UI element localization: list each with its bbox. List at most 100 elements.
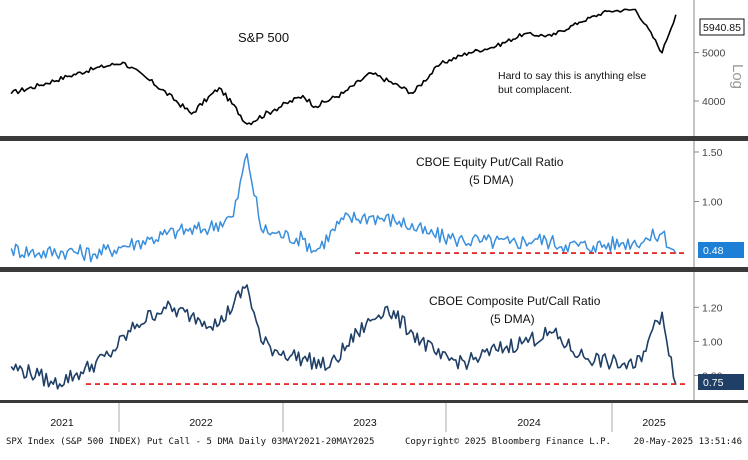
equity-data-point	[342, 218, 345, 221]
x-tick-label: 2025	[642, 417, 666, 429]
composite-data-point	[302, 357, 304, 360]
spx-data-point	[10, 92, 13, 94]
equity-y-tick-label: 1.00	[702, 197, 723, 209]
composite-data-point	[136, 323, 138, 326]
spx-title: S&P 500	[238, 30, 289, 45]
spx-data-point	[122, 61, 124, 64]
composite-series-line	[10, 284, 677, 390]
equity-data-point	[661, 232, 663, 235]
composite-data-point	[38, 374, 40, 377]
divider-bottom	[0, 400, 748, 403]
spx-data-point	[661, 51, 663, 54]
equity-data-point	[481, 240, 483, 242]
equity-data-point	[647, 238, 649, 240]
composite-y-tick-label: 1.20	[702, 302, 723, 314]
spx-y-tick-label: 4000	[702, 96, 726, 108]
divider-middle	[0, 267, 748, 272]
x-tick-label: 2021	[50, 417, 74, 429]
equity-title-line1: CBOE Equity Put/Call Ratio	[416, 155, 564, 169]
composite-title-line2: (5 DMA)	[490, 312, 535, 326]
equity-data-point	[370, 215, 372, 218]
spx-data-point	[302, 94, 304, 97]
spx-data-point	[38, 84, 40, 87]
composite-data-point	[606, 361, 608, 363]
composite-data-point	[218, 323, 220, 326]
divider-top	[0, 136, 748, 141]
equity-data-point	[426, 232, 428, 235]
spx-data-point	[634, 8, 637, 11]
composite-data-point	[523, 340, 525, 343]
x-axis: 2021 2022 2023 2024 2025	[50, 403, 666, 432]
equity-data-point	[246, 153, 248, 155]
spx-data-point	[148, 79, 151, 82]
spx-data-point	[246, 123, 248, 125]
spx-last-value-badge	[699, 18, 745, 36]
equity-data-point	[620, 242, 622, 244]
equity-data-point	[38, 252, 40, 254]
equity-data-point	[509, 242, 511, 244]
spx-data-point	[468, 51, 470, 54]
composite-data-point	[246, 284, 248, 286]
spx-y-tick-label: 5000	[702, 48, 726, 60]
footer-source: SPX Index (S&P 500 INDEX) Put Call - 5 D…	[6, 437, 374, 447]
equity-data-point	[454, 238, 456, 240]
composite-data-point	[578, 354, 581, 356]
spx-data-point	[218, 87, 220, 89]
equity-data-point	[314, 250, 317, 252]
spx-data-point	[578, 21, 581, 24]
composite-last-value-badge	[698, 374, 744, 390]
composite-data-point	[439, 357, 442, 360]
equity-data-point	[10, 248, 13, 250]
composite-data-point	[647, 340, 649, 343]
composite-data-point	[163, 306, 165, 309]
spx-data-point	[370, 72, 372, 74]
x-tick-label: 2022	[189, 417, 213, 429]
composite-data-point	[495, 349, 497, 351]
equity-data-point	[204, 228, 206, 231]
composite-data-point	[190, 315, 193, 317]
composite-data-point	[661, 311, 663, 314]
composite-data-point	[108, 354, 110, 356]
x-tick-label: 2023	[353, 417, 377, 429]
composite-title-line1: CBOE Composite Put/Call Ratio	[429, 294, 601, 308]
equity-data-point	[122, 245, 124, 247]
spx-data-point	[412, 92, 414, 94]
footer-copyright: Copyright© 2025 Bloomberg Finance L.P.	[405, 437, 611, 447]
spx-last-value-label: 5940.85	[703, 22, 741, 34]
spx-data-point	[66, 75, 69, 78]
spx-data-point	[314, 105, 317, 108]
spx-data-point	[342, 92, 345, 94]
equity-last-value-label: 0.48	[703, 245, 724, 257]
spx-data-point	[273, 108, 276, 111]
equity-data-point	[674, 252, 677, 254]
spx-data-point	[606, 10, 608, 13]
composite-data-point	[52, 383, 55, 385]
equity-data-point	[260, 228, 262, 231]
spx-scale-label: Log	[729, 64, 746, 89]
equity-data-point	[302, 238, 304, 240]
spx-data-point	[495, 45, 497, 47]
composite-last-value-label: 0.75	[703, 377, 724, 389]
equity-data-point	[176, 230, 179, 233]
equity-data-point	[232, 215, 235, 218]
composite-data-point	[384, 306, 387, 309]
spx-data-point	[523, 33, 525, 35]
spx-series-line	[10, 8, 677, 126]
composite-data-point	[356, 332, 359, 334]
equity-data-point	[398, 220, 401, 223]
composite-data-point	[550, 332, 553, 334]
composite-data-point	[80, 371, 82, 373]
composite-data-point	[10, 366, 13, 368]
series-layer	[10, 8, 688, 390]
composite-data-point	[634, 366, 637, 368]
composite-data-point	[468, 361, 470, 363]
equity-data-point	[66, 250, 69, 252]
composite-y-tick-label: 1.00	[702, 336, 723, 348]
spx-data-point	[190, 113, 193, 115]
spx-annotation-line2: but complacent.	[498, 84, 572, 96]
equity-data-point	[148, 238, 151, 240]
spx-data-point	[674, 14, 677, 17]
